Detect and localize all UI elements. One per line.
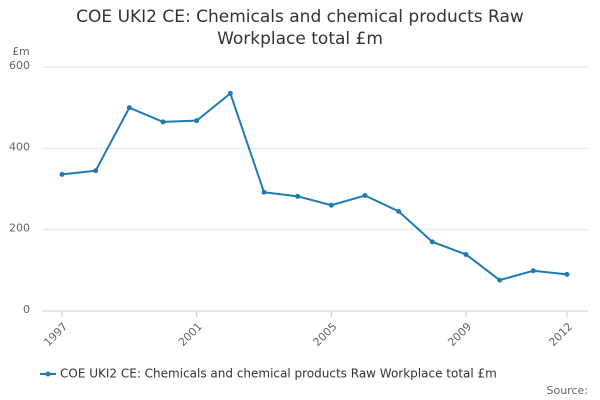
data-point bbox=[261, 189, 267, 195]
y-axis-label: £m bbox=[12, 45, 30, 58]
data-point bbox=[463, 251, 469, 257]
data-point bbox=[227, 90, 233, 96]
chart-title: COE UKI2 CE: Chemicals and chemical prod… bbox=[76, 7, 524, 49]
data-point bbox=[564, 271, 570, 277]
data-point bbox=[194, 118, 200, 124]
y-tick-label: 400 bbox=[9, 140, 30, 153]
source: Source: bbox=[547, 384, 589, 397]
data-point bbox=[126, 105, 132, 111]
data-point bbox=[530, 268, 536, 274]
data-point bbox=[295, 193, 301, 199]
data-point bbox=[396, 208, 402, 214]
y-tick-label: 200 bbox=[9, 222, 30, 235]
series-line bbox=[61, 91, 568, 282]
data-point bbox=[328, 202, 334, 208]
y-tick-label: 0 bbox=[23, 303, 30, 316]
data-point bbox=[160, 119, 166, 125]
y-tick-label: 600 bbox=[9, 59, 30, 72]
x-tick-label: 2012 bbox=[546, 320, 575, 349]
legend-label: COE UKI2 CE: Chemicals and chemical prod… bbox=[60, 367, 497, 381]
x-tick-label: 2009 bbox=[445, 320, 474, 349]
data-point bbox=[362, 193, 368, 199]
legend-marker bbox=[45, 371, 51, 377]
data-point bbox=[59, 171, 65, 177]
data-point bbox=[93, 168, 99, 174]
x-tick-label: 2001 bbox=[176, 320, 205, 349]
x-tick-label: 2005 bbox=[311, 320, 340, 349]
x-tick-label: 1997 bbox=[41, 320, 70, 349]
data-point bbox=[497, 277, 503, 283]
data-point bbox=[429, 239, 435, 245]
